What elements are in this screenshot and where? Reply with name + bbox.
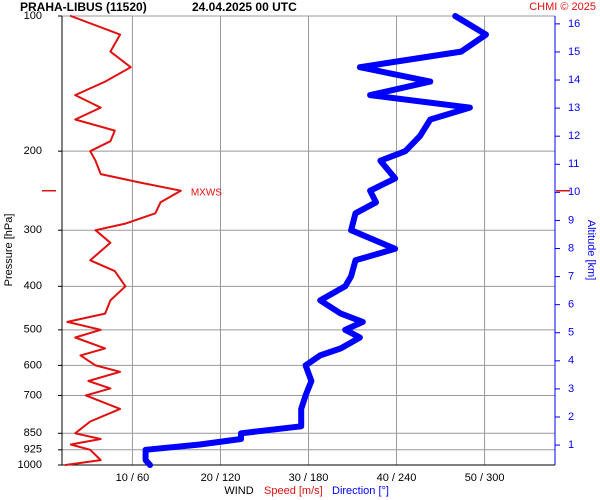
profile-line xyxy=(142,13,489,468)
y-tick-label: 925 xyxy=(24,444,42,456)
y2-tick-label: 2 xyxy=(568,411,574,423)
y2-tick-label: 16 xyxy=(568,18,580,30)
y2-axis-label: Altitude [km] xyxy=(585,220,597,281)
chart-date: 24.04.2025 00 UTC xyxy=(192,0,297,14)
y2-tick-label: 14 xyxy=(568,74,580,86)
chart-title: PRAHA-LIBUS (11520) xyxy=(20,0,147,14)
x-axis-label: WIND xyxy=(224,485,253,497)
x-tick-label: 30 / 180 xyxy=(289,472,329,484)
y2-tick-label: 11 xyxy=(568,158,579,170)
y-tick-label: 500 xyxy=(24,324,42,336)
y2-tick-label: 3 xyxy=(568,383,574,395)
profile-line xyxy=(64,15,182,466)
y2-tick-label: 15 xyxy=(568,46,580,58)
annotation-label: MXWS xyxy=(191,187,222,198)
legend-entry: Direction [°] xyxy=(332,485,389,497)
y2-tick-label: 5 xyxy=(568,327,574,339)
y2-tick-label: 1 xyxy=(568,439,574,451)
legend-entry: Speed [m/s] xyxy=(264,485,323,497)
y-tick-label: 300 xyxy=(24,224,42,236)
y2-tick-label: 10 xyxy=(568,186,580,198)
y-tick-label: 200 xyxy=(24,145,42,157)
y-tick-label: 850 xyxy=(24,427,42,439)
y2-tick-label: 4 xyxy=(568,355,574,367)
x-tick-label: 50 / 300 xyxy=(465,472,505,484)
y2-tick-label: 8 xyxy=(568,242,574,254)
y2-tick-label: 9 xyxy=(568,214,574,226)
credit: CHMI © 2025 xyxy=(529,1,596,13)
y2-tick-label: 6 xyxy=(568,299,574,311)
y-tick-label: 100 xyxy=(24,10,42,22)
y2-tick-label: 7 xyxy=(568,270,574,282)
y-tick-label: 1000 xyxy=(18,459,42,471)
x-tick-label: 10 / 60 xyxy=(116,472,150,484)
y-tick-label: 600 xyxy=(24,359,42,371)
y2-tick-label: 13 xyxy=(568,102,580,114)
y-axis-label: Pressure [hPa] xyxy=(3,214,15,287)
x-tick-label: 40 / 240 xyxy=(377,472,417,484)
y-tick-label: 400 xyxy=(24,280,42,292)
y-tick-label: 700 xyxy=(24,389,42,401)
y2-tick-label: 12 xyxy=(568,130,580,142)
x-tick-label: 20 / 120 xyxy=(201,472,241,484)
